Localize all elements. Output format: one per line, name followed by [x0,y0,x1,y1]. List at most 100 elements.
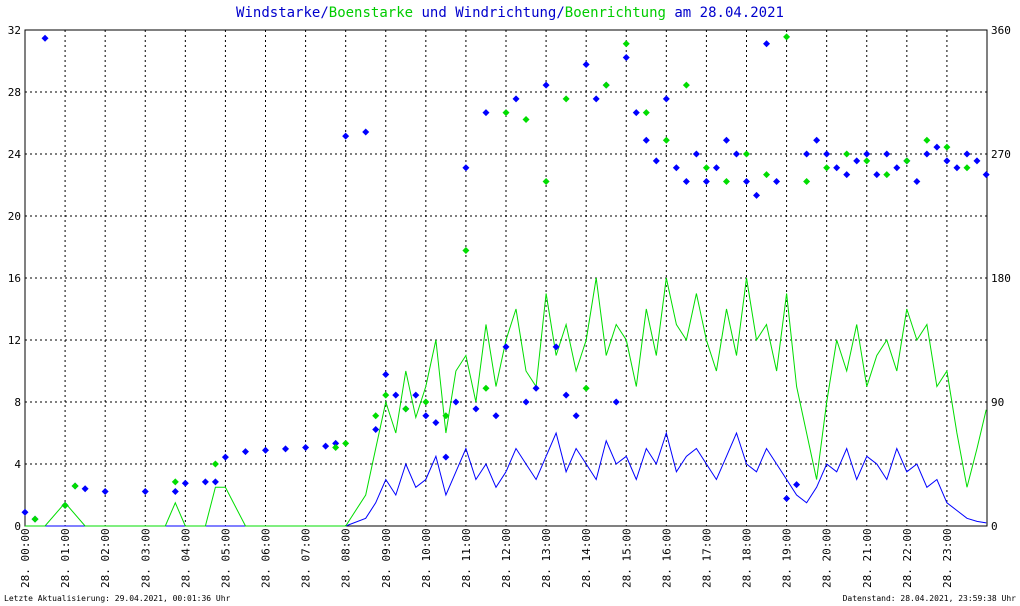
direction-point [933,143,941,151]
direction-point [382,391,390,399]
direction-point [592,95,600,103]
direction-point [332,443,340,451]
direction-point [943,143,951,151]
direction-point [893,164,901,172]
direction-point [903,157,911,165]
direction-point [141,488,149,496]
direction-point [843,171,851,179]
x-tick-label: 28. 13:00 [540,528,553,588]
x-tick-label: 28. 18:00 [741,528,754,588]
direction-point [221,453,229,461]
x-tick-label: 28. 19:00 [781,528,794,588]
direction-point [883,150,891,158]
direction-point [442,412,450,420]
x-tick-label: 28. 03:00 [139,528,152,588]
direction-point [923,150,931,158]
direction-point [502,343,510,351]
direction-point [422,412,430,420]
direction-point [642,136,650,144]
direction-point [823,150,831,158]
x-tick-label: 28. 20:00 [821,528,834,588]
direction-point [482,384,490,392]
direction-point [332,439,340,447]
direction-point [482,109,490,117]
direction-point [181,479,189,487]
direction-point [342,132,350,140]
x-tick-label: 28. 04:00 [179,528,192,588]
direction-point [462,164,470,172]
direction-point [502,109,510,117]
direction-point [652,157,660,165]
y-left-tick-label: 32 [8,24,21,37]
direction-point [982,171,990,179]
y-right-tick-label: 90 [991,396,1004,409]
footer-last-update: Letzte Aktualisierung: 29.04.2021, 00:01… [4,594,231,603]
direction-point [863,150,871,158]
direction-point [171,478,179,486]
y-left-tick-label: 0 [14,520,21,533]
direction-point [71,482,79,490]
x-tick-label: 28. 15:00 [620,528,633,588]
direction-point [632,109,640,117]
direction-point [833,164,841,172]
direction-point [532,384,540,392]
y-right-tick-label: 360 [991,24,1011,37]
x-tick-label: 28. 17:00 [700,528,713,588]
direction-point [803,178,811,186]
direction-point [41,34,49,42]
direction-point [452,398,460,406]
direction-point [692,150,700,158]
direction-point [913,178,921,186]
direction-point [743,150,750,158]
title-date: am 28.04.2021 [666,5,784,21]
direction-point [442,453,450,461]
x-tick-label: 28. 09:00 [380,528,393,588]
direction-point [843,150,851,158]
x-tick-label: 28. 14:00 [580,528,593,588]
direction-point [722,136,730,144]
x-tick-label: 28. 01:00 [59,528,72,588]
direction-point [943,157,951,165]
direction-point [923,136,931,144]
direction-point [562,95,570,103]
x-tick-label: 28. 00:00 [19,528,32,588]
direction-point [863,157,871,165]
direction-point [422,398,430,406]
x-tick-label: 28. 05:00 [219,528,232,588]
direction-point [602,81,610,89]
title-wind-strength: Windstarke/ [236,5,329,21]
direction-point [282,445,290,453]
direction-point [813,136,821,144]
direction-point [81,485,89,493]
x-tick-label: 28. 06:00 [260,528,273,588]
y-left-tick-label: 12 [8,334,21,347]
direction-point [622,40,630,48]
x-tick-label: 28. 07:00 [300,528,313,588]
direction-point [953,164,961,172]
direction-point [783,33,791,41]
y-left-tick-label: 20 [8,210,21,223]
x-tick-label: 28. 22:00 [901,528,914,588]
direction-point [392,391,400,399]
direction-point [612,398,620,406]
y-left-tick-label: 4 [14,458,21,471]
direction-point [773,178,781,186]
gust-strength-line [25,277,987,527]
direction-point [582,60,590,68]
direction-point [662,95,670,103]
direction-point [853,157,861,165]
direction-point [522,398,530,406]
direction-point [61,501,69,509]
direction-point [803,150,811,158]
direction-point [562,391,570,399]
chart-title: Windstarke/Boenstarke und Windrichtung/B… [236,5,784,21]
direction-point [873,171,881,179]
direction-point [472,405,480,413]
x-tick-label: 28. 12:00 [500,528,513,588]
x-tick-label: 28. 02:00 [99,528,112,588]
direction-point [753,191,761,199]
x-tick-label: 28. 21:00 [861,528,874,588]
y-left-tick-label: 8 [14,396,21,409]
direction-point [262,446,269,454]
